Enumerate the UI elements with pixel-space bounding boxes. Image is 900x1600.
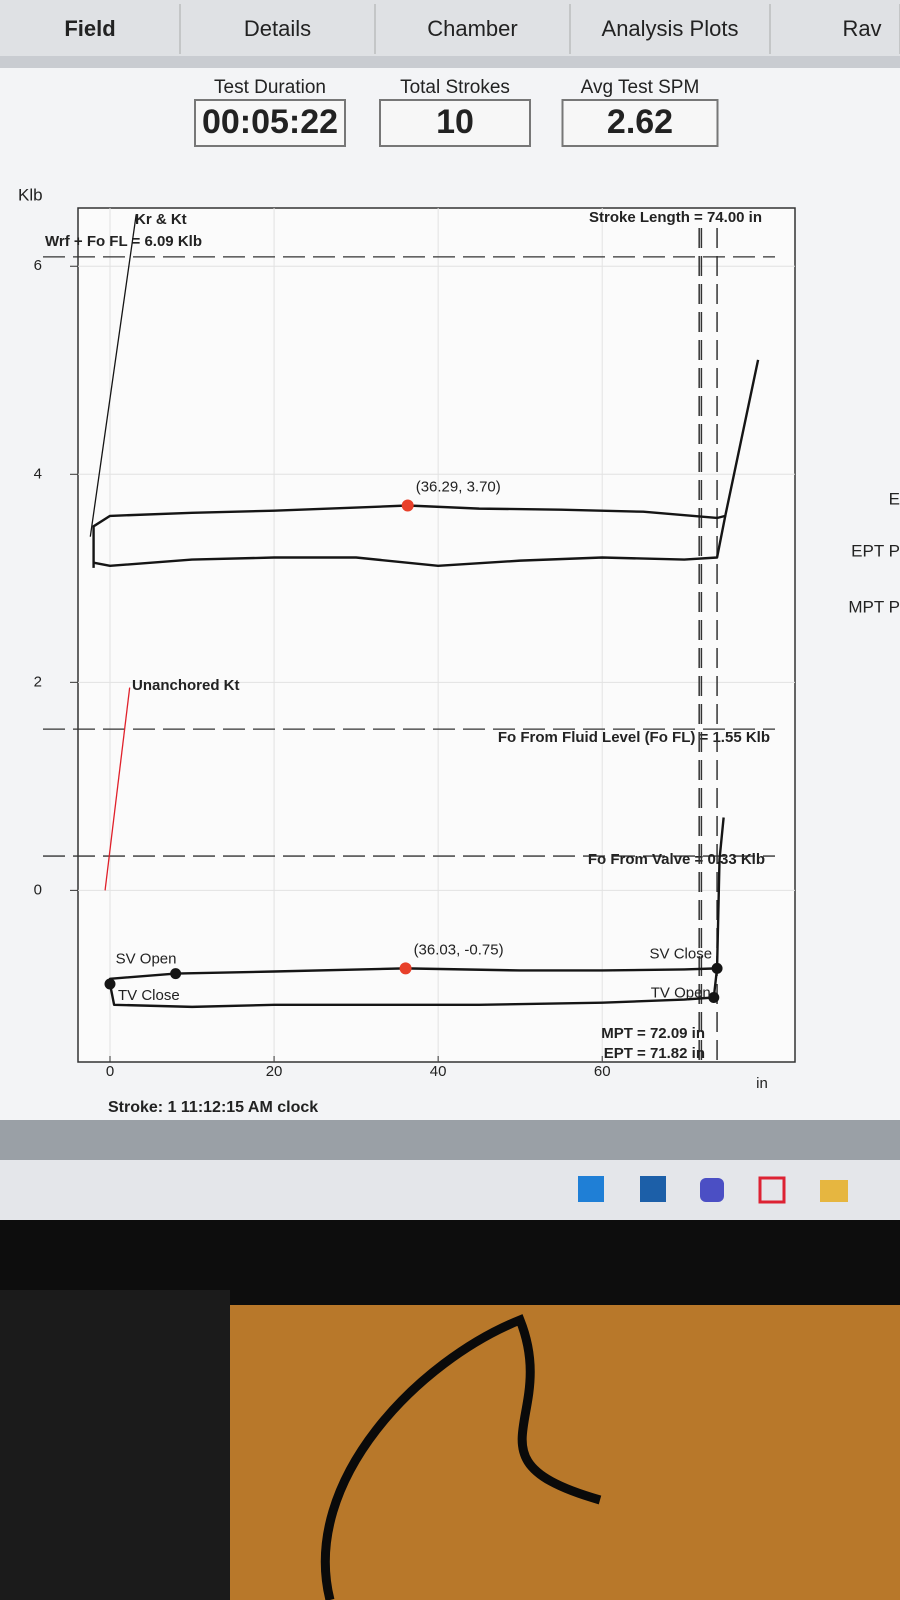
stat-value: 00:05:22 [202,103,338,141]
tab-bar [0,0,900,56]
slope-line [89,214,137,537]
cursor-marker[interactable] [401,499,414,512]
tab[interactable]: Details [244,16,311,41]
card-line [93,515,727,568]
x-tick-label: 40 [430,1063,447,1080]
event-marker[interactable] [708,992,720,1004]
stat-box [379,99,531,147]
plot-area [77,207,796,1063]
event-marker[interactable] [104,978,116,990]
app-icon[interactable] [758,1176,786,1204]
stat-label: Total Strokes [400,77,510,98]
slope-line [104,687,131,891]
stat-box [194,99,346,147]
y-tick-label: 6 [34,257,42,274]
card-line [108,968,719,1009]
reference-label: Fo From Fluid Level (Fo FL) = 1.55 Klb [498,729,770,746]
cursor-label: (36.29, 3.70) [416,478,501,495]
cursor-marker[interactable] [399,962,412,975]
tab[interactable]: Field [64,16,115,41]
event-label: TV Close [118,987,180,1004]
cable [320,1314,602,1600]
footer: Stroke: 1 11:12:15 AM clock [108,1099,318,1116]
y-tick-label: 2 [34,673,42,690]
desk-box [0,1290,230,1600]
event-label: SV Close [650,945,713,962]
stat-label: Avg Test SPM [581,77,700,98]
stat-value: 2.62 [607,103,673,141]
event-marker[interactable] [170,968,182,980]
tab[interactable]: Analysis Plots [602,16,739,41]
side-label: E [889,489,900,508]
cursor-label: (36.03, -0.75) [414,941,504,958]
side-label: MPT P [848,597,900,616]
event-marker[interactable] [711,962,723,974]
x-tick-label: 20 [266,1063,283,1080]
scrollbar [0,1120,900,1160]
folder-icon[interactable] [820,1180,848,1202]
vertical-label: MPT = 72.09 in [601,1025,705,1042]
reference-label: Wrf + Fo FL = 6.09 Klb [45,233,202,250]
x-tick-label: 60 [594,1063,611,1080]
tab[interactable]: Chamber [427,16,517,41]
vertical-label: Stroke Length = 74.00 in [589,209,762,226]
x-axis-label: in [756,1075,768,1092]
tab[interactable]: Rav [842,16,881,41]
side-label: EPT P [851,541,900,560]
y-axis-label: Klb [18,185,43,204]
event-label: TV Open [651,984,711,1001]
tab-shadow [0,56,900,68]
stat-box [561,99,719,147]
slope-label: Kr & Kt [135,211,187,228]
stat-label: Test Duration [214,77,326,98]
reference-label: Fo From Valve = 0.33 Klb [588,851,765,868]
x-tick-label: 0 [106,1063,114,1080]
y-tick-label: 4 [34,465,42,482]
taskbar[interactable] [0,1160,900,1220]
app-icon[interactable] [640,1176,666,1202]
y-tick-label: 0 [34,881,42,898]
card-line [108,817,725,984]
slope-label: Unanchored Kt [132,677,240,694]
start-icon[interactable] [578,1176,604,1202]
stat-value: 10 [436,103,474,141]
app-icon[interactable] [700,1178,724,1202]
vertical-label: EPT = 71.82 in [604,1045,705,1062]
event-label: SV Open [116,951,177,968]
